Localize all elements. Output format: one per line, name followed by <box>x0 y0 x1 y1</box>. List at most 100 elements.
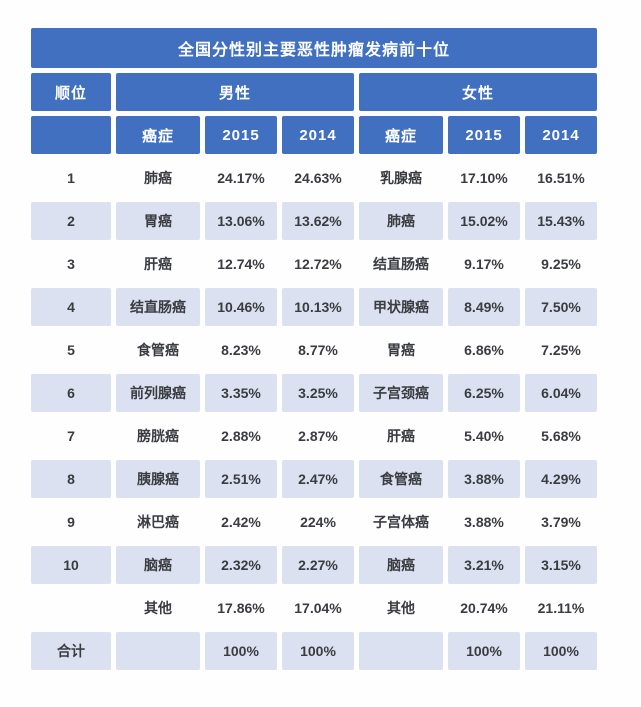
rank-subheader-empty <box>31 116 111 154</box>
cell-male-cancer: 结直肠癌 <box>116 288 200 326</box>
cell-male-2015: 2.32% <box>205 546 277 584</box>
cell-rank: 4 <box>31 288 111 326</box>
cell-rank: 3 <box>67 256 75 272</box>
cell-rank: 6 <box>31 374 111 412</box>
cell-female-2015: 3.21% <box>448 546 520 584</box>
cell-female-2014: 3.79% <box>541 514 581 530</box>
cell-female-2015: 17.10% <box>460 170 508 186</box>
cell-female-cancer: 子宫颈癌 <box>359 374 443 412</box>
cell-male-cancer: 其他 <box>144 600 172 616</box>
cell-rank: 8 <box>31 460 111 498</box>
cell-male-cancer: 肺癌 <box>144 170 172 186</box>
table-body: 1 肺癌 24.17% 24.63% 乳腺癌 17.10% 16.51% 2 胃癌 13.06% 1… <box>31 159 597 670</box>
cell-rank: 1 <box>67 170 75 186</box>
cell-female-2015: 3.88% <box>464 514 504 530</box>
cell-female-2015: 20.74% <box>460 600 508 616</box>
cell-female-2015: 6.25% <box>448 374 520 412</box>
female-group-header: 女性 <box>359 73 597 111</box>
cell-female-2014: 9.25% <box>541 256 581 272</box>
cell-rank: 2 <box>31 202 111 240</box>
cell-rank <box>31 589 111 627</box>
cell-rank: 9 <box>67 514 75 530</box>
table-row: 3 肝癌 12.74% 12.72% 结直肠癌 9.17% 9.25% <box>31 245 597 283</box>
cell-rank: 合计 <box>31 632 111 670</box>
cell-female-cancer: 脑癌 <box>359 546 443 584</box>
cell-male-2015: 2.88% <box>221 428 261 444</box>
cell-male-2014: 8.77% <box>298 342 338 358</box>
cell-female-cancer <box>359 632 443 670</box>
cell-female-2015: 3.88% <box>448 460 520 498</box>
cell-rank: 10 <box>31 546 111 584</box>
cell-female-2015: 100% <box>448 632 520 670</box>
table-row: 合计 100% 100% 100% 100% <box>31 632 597 670</box>
cell-male-2014: 3.25% <box>282 374 354 412</box>
cell-female-2014: 4.29% <box>525 460 597 498</box>
cell-female-cancer: 肝癌 <box>387 428 415 444</box>
female-2015-header: 2015 <box>448 116 520 154</box>
group-header-row: 顺位 男性 女性 <box>31 73 597 111</box>
table-row: 10 脑癌 2.32% 2.27% 脑癌 3.21% 3.15% <box>31 546 597 584</box>
table-row: 6 前列腺癌 3.35% 3.25% 子宫颈癌 6.25% 6.04% <box>31 374 597 412</box>
cell-female-2015: 6.86% <box>464 342 504 358</box>
male-cancer-header: 癌症 <box>116 116 200 154</box>
cell-male-cancer <box>116 632 200 670</box>
cell-male-2014: 24.63% <box>294 170 342 186</box>
cell-female-cancer: 胃癌 <box>387 342 415 358</box>
cell-female-cancer: 结直肠癌 <box>373 256 429 272</box>
cell-male-cancer: 胃癌 <box>116 202 200 240</box>
cell-female-2014: 16.51% <box>537 170 585 186</box>
cell-female-cancer: 乳腺癌 <box>380 170 422 186</box>
cell-male-cancer: 膀胱癌 <box>137 428 179 444</box>
male-2014-header: 2014 <box>282 116 354 154</box>
cell-female-2014: 5.68% <box>541 428 581 444</box>
cell-male-2015: 2.51% <box>205 460 277 498</box>
table-row: 8 胰腺癌 2.51% 2.47% 食管癌 3.88% 4.29% <box>31 460 597 498</box>
cell-female-2014: 3.15% <box>525 546 597 584</box>
cell-male-2015: 13.06% <box>205 202 277 240</box>
male-2015-header: 2015 <box>205 116 277 154</box>
table-header: 全国分性别主要恶性肿瘤发病前十位 顺位 男性 女性 癌症 2015 2014 癌… <box>31 28 597 154</box>
table-row: 9 淋巴癌 2.42% 224% 子宫体癌 3.88% 3.79% <box>31 503 597 541</box>
cell-male-2014: 10.13% <box>282 288 354 326</box>
cell-male-2015: 24.17% <box>217 170 265 186</box>
cell-female-2014: 6.04% <box>525 374 597 412</box>
cell-female-2015: 9.17% <box>464 256 504 272</box>
sub-header-row: 癌症 2015 2014 癌症 2015 2014 <box>31 116 597 154</box>
male-group-header: 男性 <box>116 73 354 111</box>
cell-male-cancer: 脑癌 <box>116 546 200 584</box>
cell-female-2014: 7.25% <box>541 342 581 358</box>
table-row: 5 食管癌 8.23% 8.77% 胃癌 6.86% 7.25% <box>31 331 597 369</box>
cell-male-cancer: 淋巴癌 <box>137 514 179 530</box>
cell-female-2014: 21.11% <box>537 600 585 616</box>
cell-male-2014: 100% <box>282 632 354 670</box>
cell-rank: 7 <box>67 428 75 444</box>
cell-male-2014: 2.87% <box>298 428 338 444</box>
table-row: 其他 17.86% 17.04% 其他 20.74% 21.11% <box>31 589 597 627</box>
cell-male-2015: 12.74% <box>217 256 265 272</box>
cell-male-2015: 17.86% <box>217 600 265 616</box>
cell-male-cancer: 胰腺癌 <box>116 460 200 498</box>
cell-female-cancer: 肺癌 <box>359 202 443 240</box>
cell-male-2014: 13.62% <box>282 202 354 240</box>
cell-male-2014: 2.27% <box>282 546 354 584</box>
cell-male-2015: 2.42% <box>221 514 261 530</box>
cell-female-2014: 7.50% <box>525 288 597 326</box>
rank-header: 顺位 <box>31 73 111 111</box>
cell-female-2015: 5.40% <box>464 428 504 444</box>
cell-male-2014: 12.72% <box>294 256 342 272</box>
cell-male-2015: 100% <box>205 632 277 670</box>
cell-female-2015: 15.02% <box>448 202 520 240</box>
cancer-incidence-table: 全国分性别主要恶性肿瘤发病前十位 顺位 男性 女性 癌症 2015 2014 癌… <box>26 23 602 675</box>
cell-female-2015: 8.49% <box>448 288 520 326</box>
cell-female-2014: 15.43% <box>525 202 597 240</box>
cell-rank: 5 <box>67 342 75 358</box>
cell-male-2015: 3.35% <box>205 374 277 412</box>
cell-male-2015: 8.23% <box>221 342 261 358</box>
cell-male-2015: 10.46% <box>205 288 277 326</box>
table-row: 1 肺癌 24.17% 24.63% 乳腺癌 17.10% 16.51% <box>31 159 597 197</box>
table-row: 7 膀胱癌 2.88% 2.87% 肝癌 5.40% 5.68% <box>31 417 597 455</box>
cell-male-cancer: 前列腺癌 <box>116 374 200 412</box>
cell-female-cancer: 其他 <box>387 600 415 616</box>
cell-female-cancer: 子宫体癌 <box>373 514 429 530</box>
cell-female-cancer: 甲状腺癌 <box>359 288 443 326</box>
